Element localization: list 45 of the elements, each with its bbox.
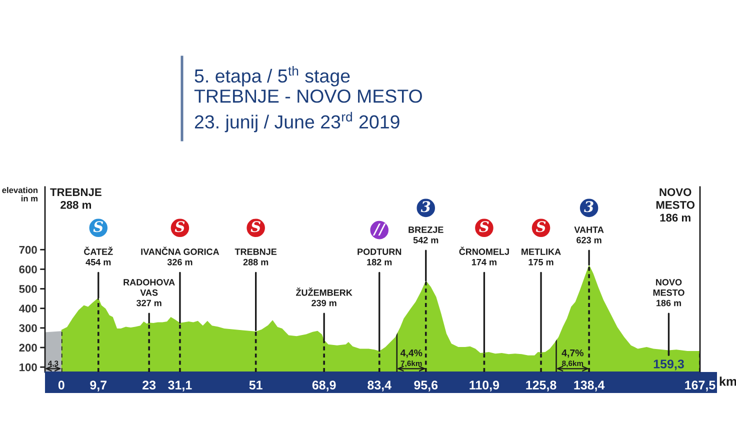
annotation: PODTURN 182 m	[358, 248, 402, 266]
annotation: IVANČNA GORICA 326 m	[141, 246, 220, 266]
y-tick-label: 400	[18, 304, 37, 313]
annotation: TREBNJE 288 m	[234, 248, 277, 266]
x-tick-label: 138,4	[574, 380, 605, 392]
annotation: RADOHOVA VAS 327 m	[124, 279, 175, 306]
annotation: 159,3	[654, 360, 684, 370]
y-tick-label: 100	[20, 363, 37, 372]
chart-subtitle: TREBNJE - NOVO MESTO 23. junij / June 23$^{rd}$ 2019	[194, 89, 422, 132]
x-tick-label: 51	[249, 380, 262, 390]
annotation: TREBNJE 288 m	[50, 188, 102, 209]
annotation: ČATEŽ 454 m	[84, 246, 113, 266]
x-tick-label: 167,5	[685, 380, 716, 392]
x-tick-label: 68,9	[312, 380, 336, 392]
annotation: ČRNOMELJ 174 m	[459, 246, 509, 266]
annotation: S	[479, 221, 489, 232]
annotation: S	[93, 221, 104, 232]
y-tick-label: 200	[19, 344, 37, 352]
chart-title: 5. etapa / 5$^{th}$ stage	[194, 66, 350, 86]
annotation: METLIKA 175 m	[522, 248, 561, 266]
annotation: 3	[420, 201, 430, 212]
x-tick-label: 83,4	[368, 380, 392, 392]
y-tick-label: 500	[19, 285, 37, 293]
y-tick-label: 700	[19, 246, 37, 254]
x-tick-label: 125,8	[526, 380, 556, 392]
y-tick-label: 300	[19, 324, 37, 332]
annotation: NOVO MESTO 186 m	[653, 279, 684, 306]
annotation: 3	[584, 201, 594, 212]
x-tick-label: 23	[142, 380, 156, 390]
x-tick-label: 0	[58, 380, 64, 390]
x-tick-label: 110,9	[470, 380, 500, 392]
annotation: VAHTA 623 m	[574, 226, 604, 244]
annotation: S	[174, 221, 185, 232]
x-axis-title: km	[720, 376, 736, 386]
annotation: ŽUŽEMBERK 239 m	[296, 288, 352, 306]
annotation: S	[250, 221, 260, 232]
annotation: BREZJE 542 m	[408, 226, 444, 244]
x-tick-label: 31,1	[168, 380, 192, 392]
annotation: NOVO MESTO 186 m	[656, 188, 695, 222]
annotation: S	[536, 221, 546, 232]
y-tick-label: 600	[19, 265, 37, 274]
x-tick-label: 95,6	[414, 380, 438, 392]
y-axis-title: elevation in m	[2, 187, 38, 202]
x-tick-label: 9,7	[90, 380, 107, 392]
annotation: //	[372, 223, 386, 236]
